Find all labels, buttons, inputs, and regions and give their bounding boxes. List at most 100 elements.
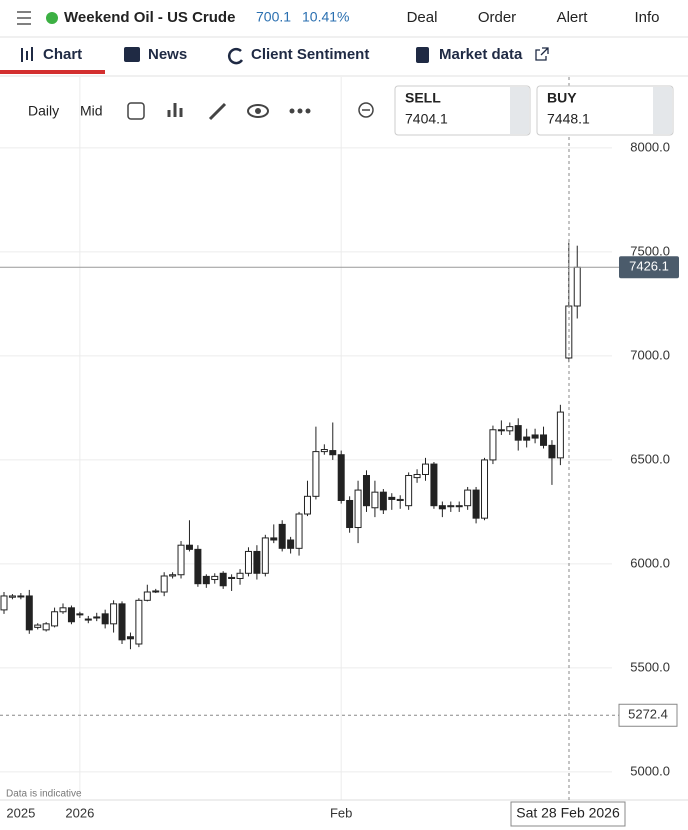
buy-price: 7448.1 (547, 111, 590, 127)
zoom-out-button[interactable] (358, 102, 374, 118)
candle-body (17, 595, 25, 598)
menu-icon[interactable] (17, 11, 31, 25)
candle-body (506, 426, 514, 432)
tab[interactable]: Client Sentiment (251, 46, 369, 63)
candle-body (278, 523, 286, 549)
y-tick-label: 5000.0 (630, 763, 670, 778)
candle-body (303, 495, 311, 515)
candle-body (573, 266, 581, 307)
candle-body (438, 505, 446, 510)
footnote: Data is indicative (6, 789, 82, 800)
candle-body (51, 611, 59, 627)
candle-body (0, 595, 8, 611)
sell-price: 7404.1 (405, 111, 448, 127)
candle-body (270, 537, 278, 541)
tab[interactable]: Market data (439, 46, 523, 63)
tab[interactable]: News (148, 46, 187, 63)
menu-item[interactable]: Deal (407, 9, 438, 26)
candle-body (531, 434, 539, 439)
candle-body (8, 595, 16, 598)
candle-body (464, 489, 472, 507)
instrument-name: Weekend Oil - US Crude (64, 9, 235, 26)
active-tab-indicator (0, 70, 105, 74)
more-button[interactable] (289, 108, 311, 114)
x-tick-label: 2026 (65, 805, 94, 820)
candle-body (143, 591, 151, 601)
last-price-badge (619, 256, 679, 279)
candle-body (110, 603, 118, 625)
candle-body (228, 576, 236, 579)
candle-body (329, 450, 337, 456)
candle-body (514, 425, 522, 441)
candle-body (84, 618, 92, 621)
candle-body (320, 449, 328, 453)
candle-body (540, 434, 548, 446)
menu-item[interactable]: Info (634, 9, 659, 26)
candle-body (455, 505, 463, 508)
candle-body (489, 429, 497, 461)
candle-body (236, 572, 244, 579)
candle-body (422, 463, 429, 475)
price-type-button[interactable]: Mid (80, 103, 103, 119)
candle-body (430, 463, 438, 507)
menu-item[interactable]: Alert (557, 9, 589, 26)
candle-body (497, 429, 505, 432)
candle-body (548, 444, 556, 459)
candle-body (185, 544, 193, 550)
candle-body (371, 491, 379, 509)
news-icon (124, 47, 140, 62)
candle-body (202, 575, 210, 585)
candle-body (556, 411, 564, 459)
candle-body (261, 537, 269, 574)
y-tick-label: 7000.0 (630, 347, 670, 362)
candle-body (253, 550, 261, 574)
menu-item[interactable]: Order (478, 9, 516, 26)
draw-button[interactable] (208, 102, 227, 121)
candle-body (287, 539, 295, 549)
buy-button[interactable] (536, 85, 674, 136)
chart-area: 5000.0 5500.0 6000.0 6500.0 7000.0 7500.0 8000… (0, 77, 688, 820)
view-button[interactable] (247, 104, 269, 118)
candle-body (177, 544, 185, 576)
candle-body (42, 623, 50, 631)
candle-body (93, 616, 101, 619)
candle-body (447, 505, 455, 508)
candle-body (337, 454, 345, 501)
candle-body (194, 548, 202, 585)
tab[interactable]: Chart (43, 46, 82, 63)
candle-body (76, 613, 84, 616)
instrument-price: 700.1 (256, 9, 291, 25)
candle-body (523, 436, 531, 441)
candle-body (346, 499, 354, 529)
crosshair-date: Sat 28 Feb 2026 (516, 805, 620, 821)
header-bar (0, 0, 688, 37)
view-button-pupil (255, 108, 261, 114)
crosshair-value-label: 5272.4 (628, 707, 668, 722)
chart-type-button[interactable] (167, 103, 183, 117)
market-open-dot (46, 12, 58, 24)
candle-body (472, 489, 480, 519)
candle-body (126, 636, 134, 640)
candle-body (152, 590, 160, 593)
candle-body (396, 498, 404, 501)
y-tick-label: 6500.0 (630, 451, 670, 466)
y-tick-label: 6000.0 (630, 555, 670, 570)
candle-body (211, 575, 219, 581)
candle-body (405, 475, 413, 507)
last-price-label: 7426.1 (629, 259, 669, 274)
crosshair-value-box (618, 703, 678, 727)
candle-body (59, 607, 67, 613)
candle-body (118, 603, 126, 641)
candle-body (354, 489, 362, 529)
y-tick-label: 7500.0 (630, 243, 670, 258)
candle-body (34, 624, 42, 628)
calendar-button[interactable] (127, 102, 145, 120)
sell-button[interactable] (394, 85, 531, 136)
candle-body (169, 574, 177, 577)
instrument-change: 10.41% (302, 9, 349, 25)
chart-icon (21, 47, 33, 62)
candle-body (388, 496, 396, 500)
interval-button[interactable]: Daily (28, 103, 59, 119)
x-tick-label: 2025 (6, 805, 35, 820)
